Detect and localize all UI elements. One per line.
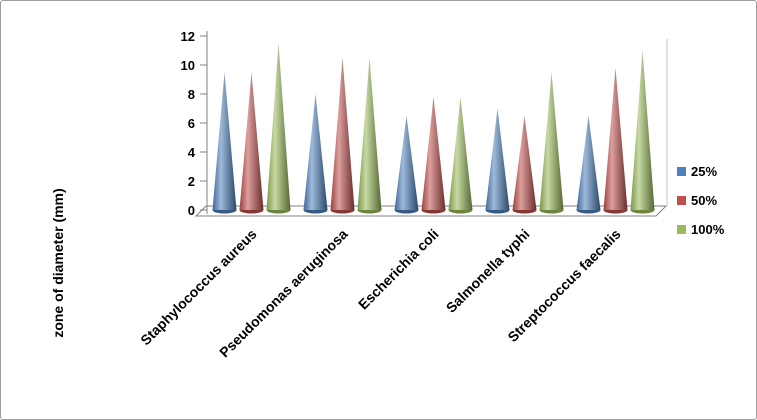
category-label: Escherichia coli	[355, 226, 442, 313]
cone	[330, 57, 355, 210]
cone	[357, 57, 382, 210]
cone	[212, 72, 237, 210]
cone	[303, 94, 328, 210]
legend: 25% 50% 100%	[677, 164, 724, 251]
cone	[421, 96, 446, 210]
legend-item: 100%	[677, 222, 724, 237]
cone	[512, 115, 537, 210]
y-tick-label: 2	[188, 174, 195, 189]
y-tick-label: 10	[181, 58, 195, 73]
cone	[539, 72, 564, 210]
cone	[394, 115, 419, 210]
category-label: Salmonella typhi	[443, 226, 533, 316]
y-axis-title: zone of diameter (mm)	[50, 188, 66, 338]
cone	[630, 50, 655, 210]
legend-item: 50%	[677, 193, 724, 208]
cone	[485, 108, 510, 210]
y-tick-label: 6	[188, 116, 195, 131]
legend-swatch-50-icon	[677, 196, 686, 205]
cone	[266, 43, 291, 210]
y-tick-label: 8	[188, 87, 195, 102]
legend-swatch-25-icon	[677, 167, 686, 176]
cone	[239, 72, 264, 210]
y-tick-label: 0	[188, 203, 195, 218]
legend-label-50: 50%	[691, 193, 718, 208]
cone	[576, 115, 601, 210]
y-tick-label: 12	[181, 29, 195, 44]
y-tick-label: 4	[188, 145, 196, 160]
cone	[448, 96, 473, 210]
legend-label-100: 100%	[691, 222, 725, 237]
legend-swatch-100-icon	[677, 225, 686, 234]
cone	[603, 67, 628, 211]
legend-label-25: 25%	[691, 164, 718, 179]
legend-item: 25%	[677, 164, 724, 179]
